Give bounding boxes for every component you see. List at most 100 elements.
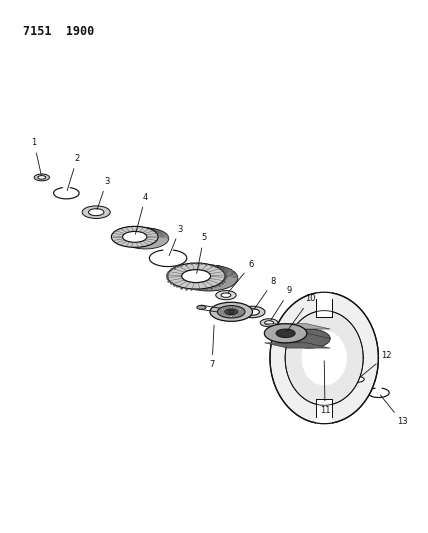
Polygon shape [194,270,208,272]
Ellipse shape [221,293,231,297]
Polygon shape [195,263,211,265]
Text: 2: 2 [67,154,80,190]
Ellipse shape [276,329,295,337]
Ellipse shape [238,313,241,315]
Text: 5: 5 [197,233,206,273]
Ellipse shape [181,270,211,282]
Polygon shape [223,271,236,274]
Ellipse shape [38,176,46,179]
Ellipse shape [180,265,238,291]
Ellipse shape [228,310,235,313]
Polygon shape [204,271,218,273]
Ellipse shape [216,290,236,300]
Polygon shape [184,272,197,274]
Polygon shape [143,227,156,229]
Polygon shape [201,263,217,265]
Polygon shape [112,233,123,236]
Polygon shape [207,264,223,266]
Polygon shape [207,272,220,274]
Ellipse shape [265,324,307,343]
Polygon shape [127,232,139,235]
Ellipse shape [230,306,233,308]
Polygon shape [153,230,165,233]
Polygon shape [265,343,330,348]
Ellipse shape [221,309,224,310]
Polygon shape [183,273,196,275]
Polygon shape [180,265,195,267]
Polygon shape [125,233,137,235]
Polygon shape [124,234,135,236]
Text: 11: 11 [320,361,330,416]
Polygon shape [316,399,332,425]
Polygon shape [152,230,164,232]
Polygon shape [123,235,134,237]
Polygon shape [131,227,144,228]
Ellipse shape [82,206,110,219]
Polygon shape [140,232,152,234]
Polygon shape [182,273,196,276]
Polygon shape [144,233,156,236]
Polygon shape [182,274,195,277]
Text: 7151  1900: 7151 1900 [23,25,94,38]
Polygon shape [202,270,216,272]
Polygon shape [212,265,228,268]
Polygon shape [192,270,207,272]
Text: 3: 3 [97,177,110,209]
Ellipse shape [122,228,169,249]
Polygon shape [128,227,142,228]
Polygon shape [135,231,147,233]
Polygon shape [148,228,160,230]
Polygon shape [210,274,223,277]
Polygon shape [136,227,149,228]
Polygon shape [130,232,142,233]
Polygon shape [122,228,134,230]
Polygon shape [198,263,214,265]
Polygon shape [131,231,143,233]
Polygon shape [134,227,147,228]
Polygon shape [168,272,181,275]
Polygon shape [189,270,204,272]
Polygon shape [221,269,235,272]
Ellipse shape [221,313,224,315]
Polygon shape [208,272,221,274]
Polygon shape [122,236,133,238]
Polygon shape [147,236,158,238]
Polygon shape [199,270,213,272]
Polygon shape [126,233,137,235]
Polygon shape [217,267,232,270]
Polygon shape [113,231,125,234]
Ellipse shape [351,376,364,382]
Polygon shape [113,232,124,235]
Ellipse shape [245,309,259,315]
Ellipse shape [34,174,50,181]
Polygon shape [124,227,137,229]
Ellipse shape [197,305,206,310]
Ellipse shape [167,263,225,289]
Ellipse shape [288,329,330,348]
Polygon shape [187,271,201,273]
Polygon shape [158,235,169,237]
Polygon shape [203,270,217,273]
Polygon shape [123,235,134,237]
Polygon shape [209,273,223,276]
Polygon shape [126,227,139,229]
Text: 3: 3 [169,224,183,256]
Polygon shape [145,234,156,236]
Polygon shape [210,274,223,277]
Polygon shape [129,232,141,233]
Polygon shape [115,230,127,233]
Polygon shape [181,276,194,278]
Ellipse shape [265,321,273,325]
Polygon shape [178,265,193,268]
Polygon shape [155,231,166,234]
Ellipse shape [225,309,238,314]
Polygon shape [124,233,136,236]
Polygon shape [307,333,330,338]
Polygon shape [204,264,220,266]
Polygon shape [134,231,146,233]
Polygon shape [143,233,155,235]
Polygon shape [182,274,195,277]
Polygon shape [157,233,168,236]
Ellipse shape [122,231,147,243]
Polygon shape [118,229,130,231]
